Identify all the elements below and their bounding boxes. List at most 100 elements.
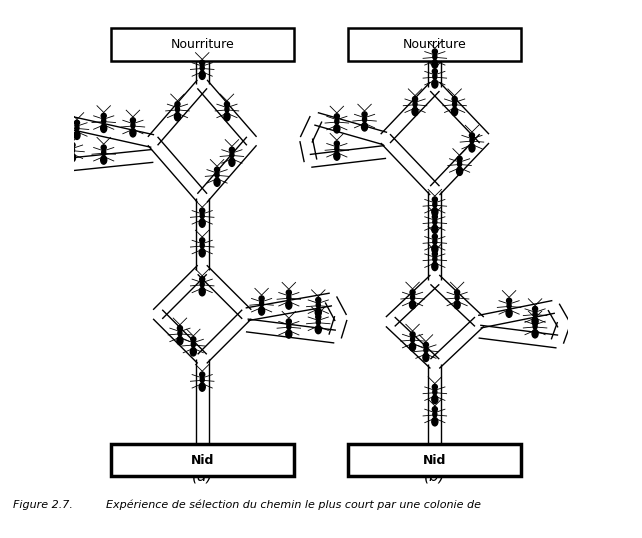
Ellipse shape	[533, 311, 537, 317]
FancyBboxPatch shape	[110, 444, 294, 477]
Ellipse shape	[190, 348, 196, 356]
Ellipse shape	[214, 178, 220, 186]
Ellipse shape	[199, 219, 205, 227]
Ellipse shape	[433, 202, 437, 208]
Ellipse shape	[200, 277, 205, 282]
Ellipse shape	[175, 112, 180, 121]
Ellipse shape	[469, 144, 475, 152]
Ellipse shape	[432, 80, 438, 88]
Ellipse shape	[432, 407, 437, 412]
Ellipse shape	[334, 141, 340, 146]
Ellipse shape	[69, 153, 76, 162]
Ellipse shape	[199, 71, 205, 80]
Ellipse shape	[225, 102, 229, 107]
Ellipse shape	[433, 73, 437, 80]
FancyBboxPatch shape	[110, 29, 294, 61]
Ellipse shape	[101, 114, 106, 118]
Ellipse shape	[335, 146, 339, 152]
Ellipse shape	[177, 336, 183, 345]
Ellipse shape	[410, 332, 415, 337]
Ellipse shape	[317, 319, 320, 325]
Ellipse shape	[410, 343, 415, 351]
Ellipse shape	[101, 124, 107, 132]
Ellipse shape	[200, 377, 204, 383]
Ellipse shape	[191, 341, 195, 348]
Ellipse shape	[413, 101, 417, 107]
Ellipse shape	[533, 323, 537, 329]
Ellipse shape	[101, 150, 106, 155]
FancyBboxPatch shape	[348, 29, 521, 61]
Ellipse shape	[199, 383, 205, 391]
Ellipse shape	[533, 318, 537, 324]
Ellipse shape	[507, 303, 511, 309]
Ellipse shape	[455, 294, 459, 300]
Ellipse shape	[224, 112, 230, 121]
Ellipse shape	[424, 347, 428, 353]
Ellipse shape	[410, 290, 415, 295]
Ellipse shape	[315, 308, 321, 316]
Ellipse shape	[432, 60, 438, 68]
Ellipse shape	[432, 251, 437, 257]
Ellipse shape	[200, 65, 204, 71]
Ellipse shape	[334, 152, 340, 160]
Ellipse shape	[200, 242, 204, 249]
Ellipse shape	[507, 298, 512, 303]
Ellipse shape	[451, 107, 458, 116]
Ellipse shape	[412, 107, 418, 116]
Ellipse shape	[286, 319, 291, 324]
Ellipse shape	[432, 49, 437, 54]
Ellipse shape	[229, 147, 234, 152]
Ellipse shape	[130, 129, 136, 137]
Ellipse shape	[259, 307, 265, 315]
Ellipse shape	[214, 167, 220, 172]
Ellipse shape	[432, 225, 438, 233]
Ellipse shape	[178, 330, 182, 336]
Ellipse shape	[175, 102, 180, 107]
Ellipse shape	[432, 395, 438, 404]
Ellipse shape	[424, 342, 428, 348]
Ellipse shape	[316, 298, 321, 302]
Text: Nid: Nid	[423, 454, 447, 467]
Ellipse shape	[71, 147, 74, 153]
Ellipse shape	[363, 116, 367, 123]
Ellipse shape	[413, 96, 417, 102]
Ellipse shape	[131, 122, 135, 129]
Ellipse shape	[177, 325, 182, 331]
Ellipse shape	[433, 389, 437, 395]
Ellipse shape	[454, 301, 460, 309]
Ellipse shape	[452, 96, 457, 102]
Ellipse shape	[432, 208, 438, 216]
Ellipse shape	[286, 301, 292, 309]
Ellipse shape	[432, 234, 437, 239]
Ellipse shape	[130, 118, 135, 123]
Ellipse shape	[229, 158, 235, 166]
Ellipse shape	[199, 287, 205, 296]
Ellipse shape	[432, 245, 438, 253]
Ellipse shape	[533, 306, 537, 312]
Ellipse shape	[457, 156, 462, 161]
Ellipse shape	[506, 309, 512, 317]
Ellipse shape	[432, 214, 437, 220]
Ellipse shape	[259, 296, 264, 301]
Ellipse shape	[334, 125, 340, 133]
Ellipse shape	[433, 239, 437, 245]
Ellipse shape	[101, 145, 106, 150]
Ellipse shape	[317, 302, 320, 308]
Ellipse shape	[175, 106, 180, 112]
Ellipse shape	[74, 131, 80, 139]
Ellipse shape	[433, 256, 437, 262]
Ellipse shape	[361, 123, 368, 131]
Ellipse shape	[199, 249, 205, 257]
Ellipse shape	[423, 353, 429, 362]
Text: Nid: Nid	[191, 454, 214, 467]
Ellipse shape	[287, 294, 291, 301]
Ellipse shape	[200, 60, 205, 65]
Ellipse shape	[225, 106, 229, 112]
Ellipse shape	[532, 329, 538, 338]
Ellipse shape	[101, 155, 107, 164]
Ellipse shape	[432, 417, 438, 426]
Ellipse shape	[215, 172, 219, 178]
Ellipse shape	[470, 137, 474, 144]
Ellipse shape	[335, 118, 339, 124]
Ellipse shape	[200, 372, 205, 377]
